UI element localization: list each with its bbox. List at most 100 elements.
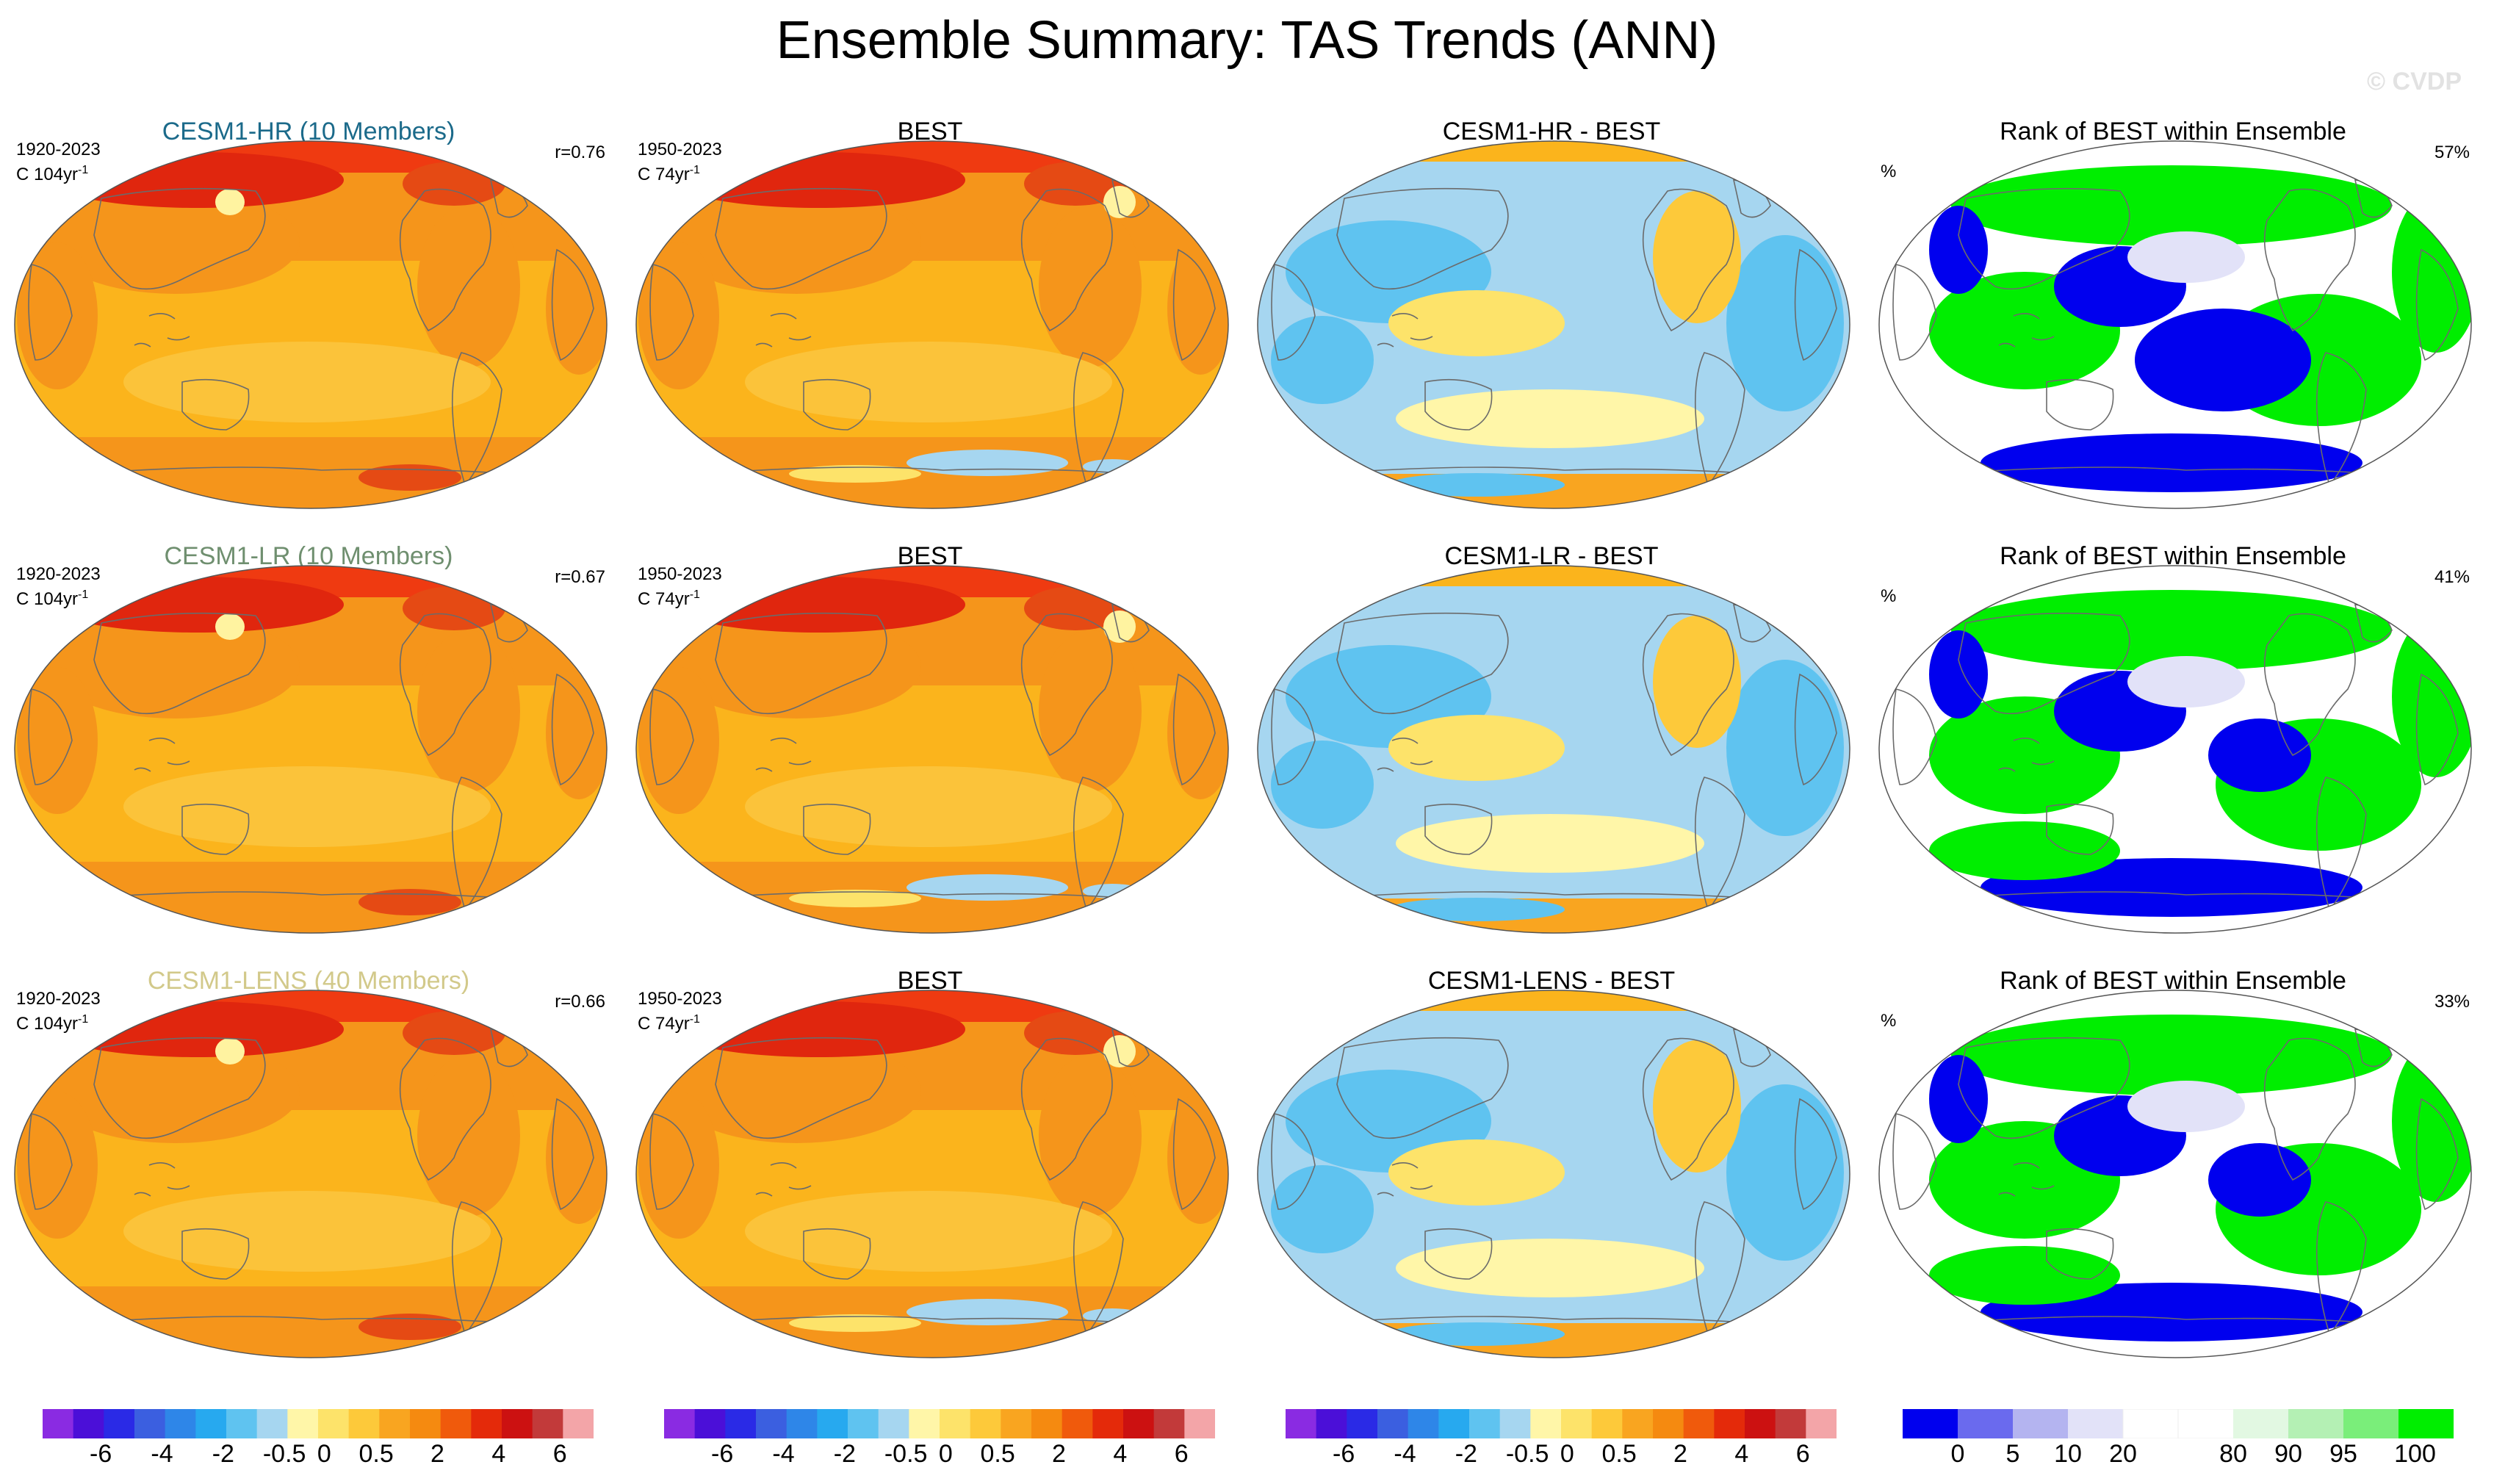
colorbar-swatch (226, 1409, 258, 1438)
colorbar-swatch (1683, 1409, 1715, 1438)
africa-warming (638, 667, 719, 814)
colorbar-swatch (195, 1409, 227, 1438)
indian-cool-bias (1271, 316, 1374, 404)
panel-rank-row-1: Rank of BEST within Ensemble% 57% (1864, 118, 2482, 536)
colorbar-swatch (1286, 1409, 1317, 1438)
tropical-pacific-weak (123, 766, 491, 847)
coastline-segment (1958, 1037, 2130, 1139)
rank-units: % (1881, 586, 1897, 606)
coastline-segment (93, 187, 266, 290)
coastline-segment (755, 1162, 812, 1197)
coastline-segment (1943, 467, 2407, 477)
panel-model-row-2: CESM1-LR (10 Members) 1920-2023 C 104yr-1… (0, 542, 617, 961)
coastline-segment (2415, 248, 2459, 361)
indian-cool-bias (1271, 741, 1374, 829)
coastline-segment (1424, 378, 1493, 431)
americas-warm-bias (1653, 1040, 1741, 1173)
coastline-segment (1642, 613, 1734, 757)
colorbar-swatch (1062, 1409, 1093, 1438)
colorbar-tick-label: 0 (938, 1440, 953, 1468)
colorbar-tick-label: 6 (1174, 1440, 1189, 1468)
map-frame (1256, 140, 1851, 511)
rank-high-north (1951, 590, 2392, 671)
colorbar-swatch (318, 1409, 350, 1438)
model-map (14, 140, 608, 509)
colorbar-swatch (43, 1409, 74, 1438)
arctic-bias (1258, 141, 1850, 162)
map-outline (1878, 565, 2472, 934)
coastlines (28, 604, 594, 911)
map-frame (1878, 564, 2473, 935)
coastline-segment (715, 187, 887, 290)
colorbar-swatch (532, 1409, 563, 1438)
coastline-segment (649, 688, 694, 785)
colorbar-tick-label: 2 (1673, 1440, 1687, 1468)
north-atlantic-hole (215, 613, 245, 640)
colorbar-swatch (2343, 1409, 2399, 1438)
cvdp-watermark: © CVDP (2367, 68, 2462, 96)
rank-map (1878, 990, 2472, 1358)
rank-percent: 57% (2434, 143, 2470, 162)
rank-high-south (1929, 821, 2120, 880)
coastline-segment (2415, 1098, 2459, 1211)
rank-percent: 41% (2434, 567, 2470, 587)
colorbar-swatch (1775, 1409, 1806, 1438)
units: C 74yr (638, 589, 690, 609)
coastline-segment (1020, 188, 1113, 332)
colorbar-swatch (1123, 1409, 1155, 1438)
colorbar-tick-label: 10 (2054, 1440, 2082, 1468)
map-outline (14, 140, 608, 509)
units: C 74yr (638, 165, 690, 184)
southern-ocean-cooling (907, 874, 1068, 901)
coastline-segment (1073, 1201, 1124, 1336)
rank-map (1878, 140, 2472, 509)
rank-high-north (1951, 1015, 2392, 1095)
southern-warming-band (15, 1286, 607, 1358)
coastline-segment (649, 1113, 694, 1210)
rank-low-west (1929, 630, 1988, 718)
coastline-segment (1694, 352, 1745, 486)
map-outline (1257, 565, 1850, 934)
map-outline (635, 990, 1229, 1358)
coastline-segment (28, 688, 73, 785)
pacific-warm-bias (1396, 389, 1704, 448)
colorbar-swatch (694, 1409, 726, 1438)
coastline-segment (803, 378, 871, 431)
coastline-segment (1424, 1228, 1493, 1280)
map-frame (635, 989, 1230, 1360)
colorbar-tick-label: 4 (1113, 1440, 1128, 1468)
coastline-segment (1943, 1316, 2407, 1326)
coastline-segment (451, 777, 502, 911)
coastline-segment (1892, 688, 1937, 785)
colorbar-swatch (909, 1409, 940, 1438)
period-units-label: 1950-2023 C 74yr-1 (638, 989, 722, 1034)
colorbar-swatch (1591, 1409, 1623, 1438)
coastline-segment (1172, 248, 1216, 361)
colorbar-swatch (786, 1409, 818, 1438)
colorbar-swatch (1903, 1409, 1958, 1438)
coastline-segment (551, 1098, 594, 1211)
diff-map (1257, 565, 1850, 934)
tropical-warm-bias (1388, 715, 1565, 781)
map-outline (1257, 140, 1850, 509)
units: C 74yr (638, 1014, 690, 1034)
coastline-segment (2315, 777, 2367, 911)
southern-warming-band (636, 1286, 1228, 1358)
colorbar-tick-label: -4 (772, 1440, 795, 1468)
americas-warm-bias (1653, 616, 1741, 748)
coastline-segment (1998, 738, 2055, 772)
period: 1950-2023 (638, 140, 722, 159)
antarctic-warming (358, 1314, 461, 1340)
eurasia-warming (50, 1040, 300, 1143)
colorbar-tick-label: 95 (2329, 1440, 2357, 1468)
rank-low-west (1929, 1055, 1988, 1143)
coastline-segment (1172, 1098, 1216, 1211)
colorbar-swatch (1347, 1409, 1378, 1438)
colorbar-tick-label: 0.5 (1601, 1440, 1637, 1468)
colorbar-labels: -6 -4 -2 -0.5 0 0.5 2 4 6 (1286, 1440, 1873, 1472)
coastline-segment (451, 1201, 502, 1336)
panel-diff-row-2: CESM1-LR - BEST (1243, 542, 1860, 961)
coastline-segment (79, 1316, 543, 1326)
coastline-segment (1271, 688, 1316, 785)
americas-warming (1039, 1055, 1142, 1217)
